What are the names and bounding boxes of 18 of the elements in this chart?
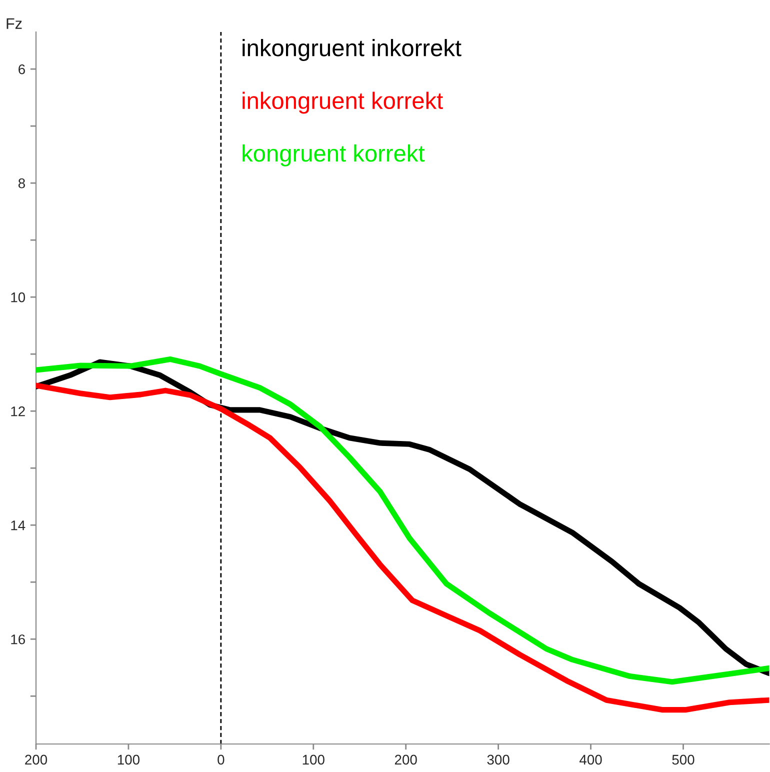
y-tick-label: 16 xyxy=(11,634,25,644)
text: inkongruent korrekt xyxy=(242,92,443,114)
x-tick-label: 200 xyxy=(25,754,48,765)
x-tick-label: 0 xyxy=(218,754,224,765)
x-tick-label: 200 xyxy=(394,754,417,765)
x-tick-label: 400 xyxy=(580,754,602,765)
x-tick-label: 100 xyxy=(302,754,324,765)
y-tick-label: 12 xyxy=(11,406,25,416)
x-tick-label: 300 xyxy=(487,754,510,765)
text: kongruent korrekt xyxy=(242,144,425,166)
text: inkongruent inkorrekt xyxy=(242,39,462,62)
y-tick-label: 14 xyxy=(11,520,26,530)
y-axis-title: Fz xyxy=(6,18,22,29)
y-tick-label: 10 xyxy=(11,292,26,302)
y-tick-label: 6 xyxy=(18,64,25,74)
y-tick-label: 8 xyxy=(18,178,25,188)
x-tick-label: 500 xyxy=(672,754,694,765)
x-tick-label: 100 xyxy=(118,754,140,765)
